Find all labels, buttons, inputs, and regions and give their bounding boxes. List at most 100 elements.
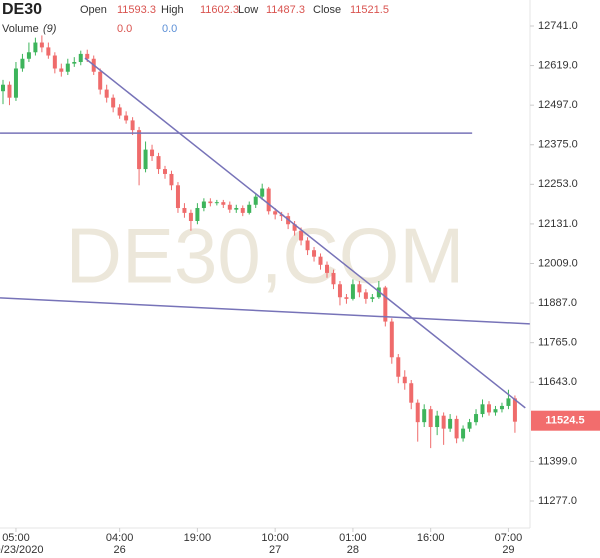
candle-body (201, 201, 206, 209)
candle-body (33, 42, 38, 53)
candle-body (383, 287, 388, 322)
y-tick-label: 12009.0 (538, 257, 578, 269)
candle-body (104, 89, 109, 98)
candle-body (195, 208, 200, 221)
candle-body (7, 84, 12, 98)
candle-body (512, 398, 517, 422)
candle-body (46, 47, 51, 56)
watermark: DE30,COM (66, 212, 465, 300)
volume-label: Volume (2, 23, 39, 35)
candle-body (227, 204, 232, 210)
candle-body (117, 107, 122, 116)
candle-body (493, 409, 498, 413)
y-tick-label: 11765.0 (538, 337, 577, 349)
x-tick-label: 05:00 (2, 532, 30, 544)
candle-body (85, 53, 90, 59)
candle-body (312, 250, 317, 257)
x-date-label: 26 (114, 544, 126, 556)
candle-body (39, 42, 44, 48)
trend-line (84, 57, 526, 409)
candle-body (221, 202, 226, 205)
ohlc-value: 11521.5 (350, 4, 389, 16)
candle-body (266, 188, 271, 212)
y-tick-label: 12619.0 (538, 59, 578, 71)
candle-body (240, 208, 245, 213)
price-tag (531, 410, 600, 431)
candle-body (337, 284, 342, 298)
candle-body (182, 208, 187, 213)
candle-body (124, 115, 129, 121)
y-tick-label: 12131.0 (538, 218, 578, 230)
candle-body (234, 208, 239, 210)
candle-body (402, 376, 407, 384)
candle-body (331, 272, 336, 285)
candle-body (357, 284, 362, 293)
candle-body (350, 284, 355, 299)
candle-body (292, 224, 297, 231)
y-tick-label: 12497.0 (538, 99, 578, 111)
volume-value: 0.0 (117, 23, 132, 35)
ohlc-value: 11602.3 (200, 4, 239, 16)
candle-body (474, 414, 479, 423)
candle-body (344, 297, 349, 299)
candle-body (188, 212, 193, 221)
x-tick-label: 10:00 (261, 532, 289, 544)
candle-body (299, 230, 304, 241)
ohlc-value: 11593.3 (117, 4, 156, 16)
symbol: DE30 (2, 1, 42, 18)
candle-body (143, 149, 148, 170)
ohlc-label: Low (238, 4, 258, 16)
candle-body (435, 415, 440, 428)
y-tick-label: 11643.0 (538, 376, 577, 388)
y-tick-label: 12253.0 (538, 178, 578, 190)
candle-body (208, 201, 213, 204)
candle-body (26, 52, 31, 59)
candle-body (396, 357, 401, 377)
candle-body (480, 404, 485, 415)
candle-body (363, 292, 368, 299)
candle-body (370, 297, 375, 299)
candle-body (260, 188, 265, 197)
candle-body (98, 71, 103, 90)
candle-body (253, 196, 258, 205)
candle-body (163, 169, 167, 174)
candle-body (454, 418, 459, 439)
candle-body (415, 402, 420, 423)
candle-body (499, 405, 504, 410)
candle-body (20, 58, 25, 69)
y-tick-label: 11277.0 (538, 495, 577, 507)
ohlc-label: Close (313, 4, 341, 16)
candle-body (428, 409, 433, 428)
candle-body (506, 398, 511, 406)
x-tick-label: 04:00 (106, 532, 134, 544)
volume-period: (9) (43, 23, 57, 35)
candle-body (52, 55, 57, 69)
x-tick-label: 19:00 (184, 532, 212, 544)
x-date-label: 27 (269, 544, 281, 556)
candle-body (487, 404, 491, 413)
candle-body (156, 156, 161, 170)
y-tick-label: 11887.0 (538, 297, 577, 309)
candle-body (137, 130, 142, 170)
candle-body (111, 97, 116, 108)
candle-body (279, 214, 284, 217)
candle-body (59, 68, 64, 72)
candle-body (78, 53, 83, 63)
candle-body (150, 149, 155, 157)
x-tick-label: 16:00 (417, 532, 445, 544)
candle-body (175, 185, 180, 209)
candle-body (273, 211, 278, 215)
candle-body (305, 240, 310, 251)
candle-body (467, 422, 472, 429)
x-date-label: 28 (347, 544, 359, 556)
candle-body (169, 173, 174, 186)
candle-body (13, 68, 18, 98)
x-date-label: 29 (502, 544, 514, 556)
candle-body (130, 120, 135, 131)
x-date-label: 10/23/2020 (0, 544, 43, 556)
candle-body (325, 264, 329, 273)
candle-body (72, 62, 77, 64)
y-tick-label: 12375.0 (538, 139, 578, 151)
y-tick-label: 11399.0 (538, 455, 577, 467)
